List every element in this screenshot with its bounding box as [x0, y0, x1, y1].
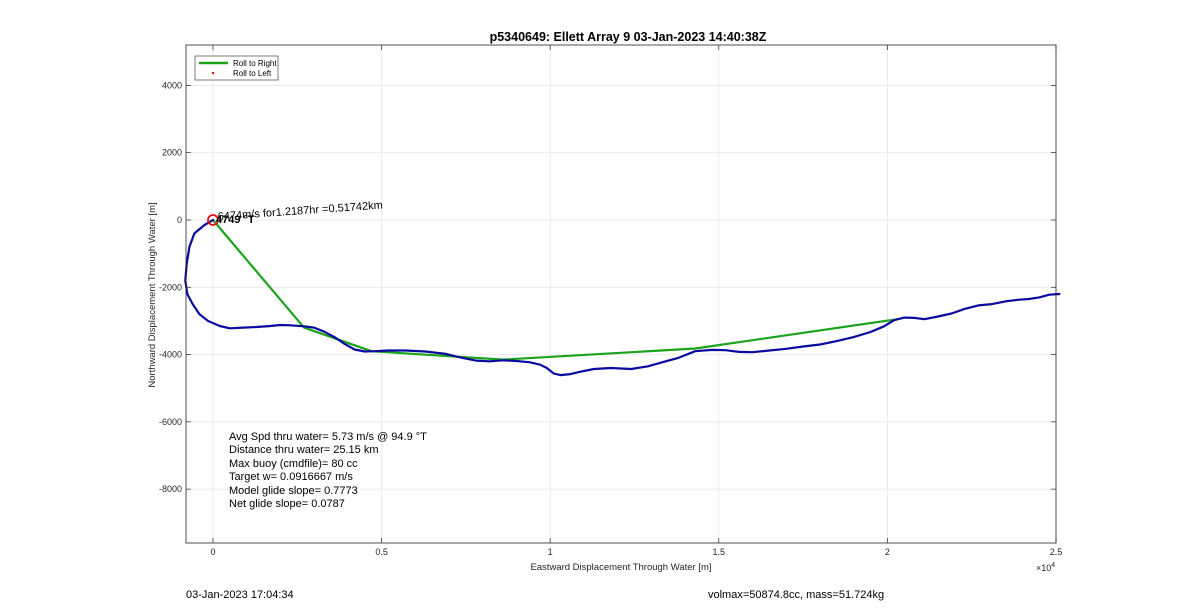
x-tick-label: 0	[210, 547, 215, 557]
x-axis-label: Eastward Displacement Through Water [m]	[530, 562, 711, 573]
x-multiplier-base: ×10	[1036, 563, 1051, 573]
y-tick-label: -8000	[159, 484, 182, 494]
legend: Roll to Right Roll to Left	[194, 55, 279, 81]
legend-label-roll-left: Roll to Left	[233, 69, 272, 78]
plot-area	[186, 45, 1056, 543]
footer-summary: volmax=50874.8cc, mass=51.724kg	[708, 589, 884, 601]
stats-block: Avg Spd thru water= 5.73 m/s @ 94.9 °T D…	[229, 431, 427, 510]
y-tick-label: -2000	[159, 282, 182, 292]
heading-annotation: 4749 °T	[216, 214, 255, 226]
y-tick-label: -6000	[159, 417, 182, 427]
legend-swatch-roll-left	[211, 71, 215, 75]
y-tick-label: 4000	[162, 80, 182, 90]
x-axis-multiplier: ×104	[1036, 562, 1055, 573]
legend-box	[194, 55, 279, 81]
start-marker	[207, 214, 219, 226]
stat-model-glide-slope: Model glide slope= 0.7773	[229, 485, 358, 497]
x-tick-label: 1.5	[713, 547, 726, 557]
y-tick-label: -4000	[159, 350, 182, 360]
x-tick-label: 2.5	[1050, 547, 1063, 557]
stat-avg-speed: Avg Spd thru water= 5.73 m/s @ 94.9 °T	[229, 431, 427, 443]
axis-ticks: 0 0.5 1 1.5 2 2.5 4000 2000 0 -2000 -4000 -6000 -800…	[159, 45, 1062, 557]
grid-lines	[186, 45, 1057, 543]
stat-target-w: Target w= 0.0916667 m/s	[229, 471, 353, 483]
footer-timestamp: 03-Jan-2023 17:04:34	[186, 589, 294, 601]
x-tick-label: 2	[885, 547, 890, 557]
plot-frame	[185, 44, 1057, 544]
chart-title: p5340649: Ellett Array 9 03-Jan-2023 14:…	[490, 30, 767, 44]
stat-net-glide-slope: Net glide slope= 0.0787	[229, 498, 345, 510]
legend-label-roll-right: Roll to Right	[233, 59, 277, 68]
series-line-roll-right	[211, 218, 899, 361]
x-multiplier-exponent: 4	[1051, 562, 1055, 569]
x-tick-label: 0.5	[375, 547, 388, 557]
stat-distance: Distance thru water= 25.15 km	[229, 444, 379, 456]
markers	[207, 214, 219, 226]
stat-max-buoy: Max buoy (cmdfile)= 80 cc	[229, 458, 358, 470]
series-line-track	[184, 218, 1061, 377]
y-tick-label: 0	[177, 215, 182, 225]
y-axis-label: Northward Displacement Through Water [m]	[147, 202, 158, 387]
y-tick-label: 2000	[162, 148, 182, 158]
x-tick-label: 1	[548, 547, 553, 557]
series-lines	[184, 218, 1061, 377]
